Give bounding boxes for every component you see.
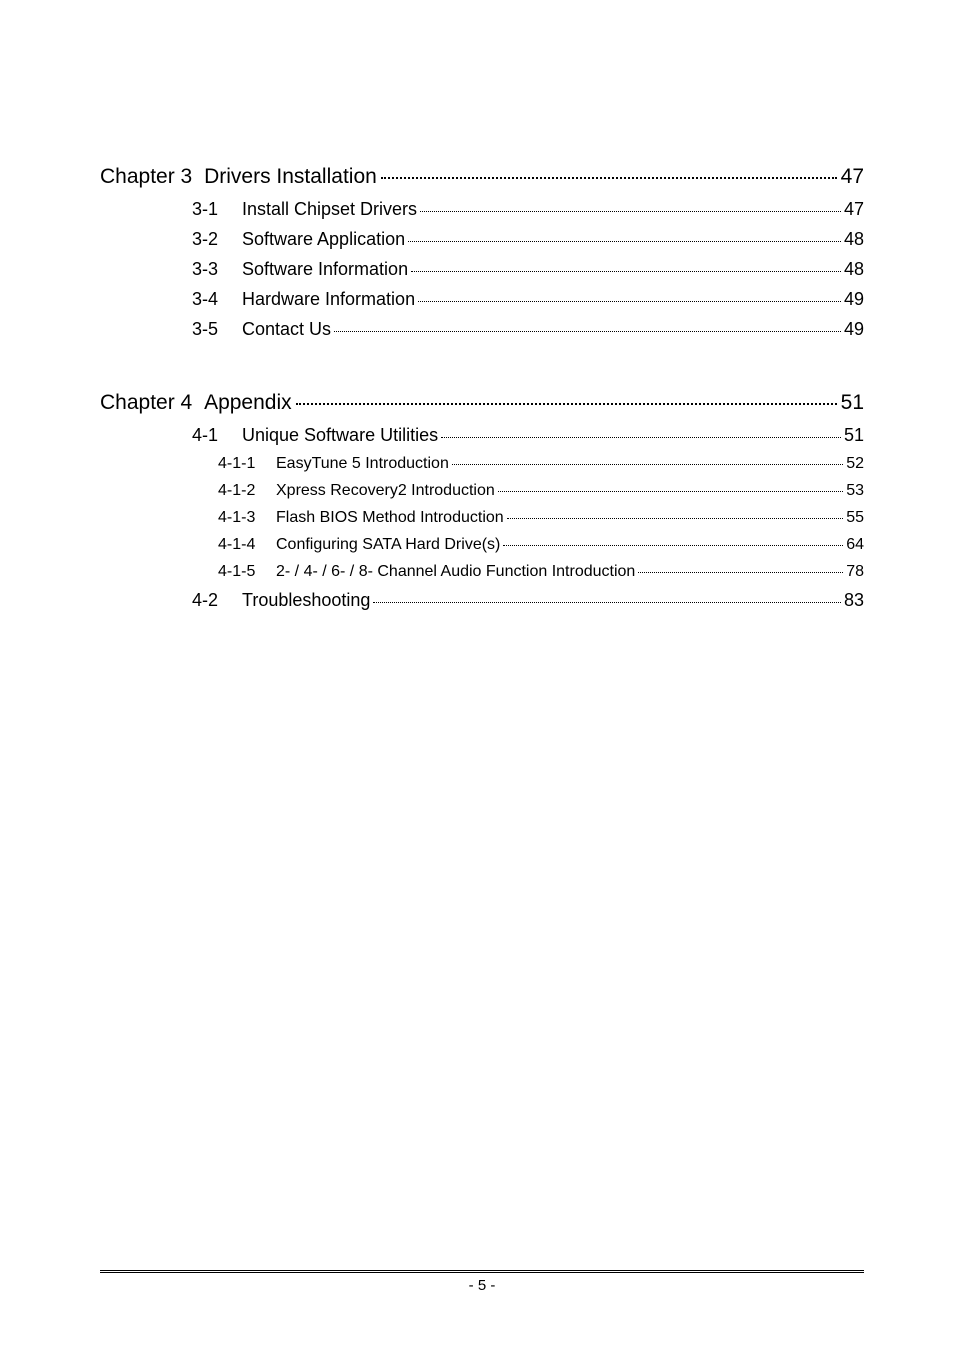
toc-leader-dots <box>503 545 843 546</box>
page-number: - 5 - <box>100 1277 864 1294</box>
toc-entry-title: Install Chipset Drivers <box>242 199 417 220</box>
toc-entry-number: 4-1-4 <box>218 536 276 554</box>
toc-entry-title: Hardware Information <box>242 289 415 310</box>
toc-page-number: 78 <box>846 563 864 581</box>
toc-leader-dots <box>408 241 841 242</box>
toc-section-line: 3-1Install Chipset Drivers 47 <box>192 199 864 220</box>
toc-entry-number: 4-2 <box>192 590 242 611</box>
toc-entry-number: 4-1-3 <box>218 509 276 527</box>
toc-section-line: 4-2Troubleshooting 83 <box>192 590 864 611</box>
toc-entry-title: 2- / 4- / 6- / 8- Channel Audio Function… <box>276 563 635 581</box>
toc-subsection-line: 4-1-2Xpress Recovery2 Introduction 53 <box>218 482 864 500</box>
footer-rule-top <box>100 1270 864 1271</box>
toc-entry-title: Unique Software Utilities <box>242 425 438 446</box>
toc-leader-dots <box>420 211 841 212</box>
toc-page-number: 83 <box>844 590 864 611</box>
toc-entry-title: Xpress Recovery2 Introduction <box>276 482 495 500</box>
toc-subsection-line: 4-1-3Flash BIOS Method Introduction 55 <box>218 509 864 527</box>
toc-leader-dots <box>452 464 843 465</box>
page-footer: - 5 - <box>100 1270 864 1294</box>
toc-entry-number: 3-3 <box>192 259 242 280</box>
toc-entry-title: Contact Us <box>242 319 331 340</box>
toc-entry-number: 4-1-1 <box>218 455 276 473</box>
document-page: Chapter 3 Drivers Installation 473-1Inst… <box>0 0 954 1352</box>
toc-entry-number: 3-1 <box>192 199 242 220</box>
toc-page-number: 52 <box>846 455 864 473</box>
toc-page-number: 55 <box>846 509 864 527</box>
toc-page-number: 51 <box>841 391 864 415</box>
toc-entry-title: EasyTune 5 Introduction <box>276 455 449 473</box>
toc-leader-dots <box>498 491 843 492</box>
toc-page-number: 53 <box>846 482 864 500</box>
toc-page-number: 49 <box>844 319 864 340</box>
toc-page-number: 48 <box>844 259 864 280</box>
toc-leader-dots <box>638 572 843 573</box>
toc-section-line: 3-5Contact Us 49 <box>192 319 864 340</box>
toc-chapter-prefix: Chapter 4 <box>100 391 192 415</box>
toc-entry-number: 3-5 <box>192 319 242 340</box>
toc-chapter-prefix: Chapter 3 <box>100 165 192 189</box>
table-of-contents: Chapter 3 Drivers Installation 473-1Inst… <box>100 165 864 611</box>
toc-subsection-line: 4-1-4Configuring SATA Hard Drive(s) 64 <box>218 536 864 554</box>
toc-leader-dots <box>418 301 841 302</box>
toc-subsection-line: 4-1-52- / 4- / 6- / 8- Channel Audio Fun… <box>218 563 864 581</box>
toc-entry-title: Troubleshooting <box>242 590 370 611</box>
toc-section-line: 3-3Software Information 48 <box>192 259 864 280</box>
footer-rule-bottom <box>100 1272 864 1273</box>
toc-chapter-line: Chapter 4 Appendix 51 <box>100 391 864 415</box>
toc-leader-dots <box>507 518 844 519</box>
toc-leader-dots <box>381 177 837 179</box>
toc-leader-dots <box>441 437 841 438</box>
toc-entry-number: 4-1-5 <box>218 563 276 581</box>
toc-page-number: 47 <box>841 165 864 189</box>
toc-section-line: 4-1Unique Software Utilities 51 <box>192 425 864 446</box>
toc-leader-dots <box>411 271 841 272</box>
toc-page-number: 51 <box>844 425 864 446</box>
toc-chapter-line: Chapter 3 Drivers Installation 47 <box>100 165 864 189</box>
toc-entry-number: 3-2 <box>192 229 242 250</box>
toc-entry-title: Configuring SATA Hard Drive(s) <box>276 536 500 554</box>
toc-chapter-gap <box>100 349 864 391</box>
toc-page-number: 64 <box>846 536 864 554</box>
toc-leader-dots <box>296 403 837 405</box>
toc-entry-title: Software Application <box>242 229 405 250</box>
toc-subsection-line: 4-1-1EasyTune 5 Introduction 52 <box>218 455 864 473</box>
toc-leader-dots <box>334 331 841 332</box>
toc-entry-number: 3-4 <box>192 289 242 310</box>
toc-page-number: 49 <box>844 289 864 310</box>
toc-section-line: 3-4Hardware Information 49 <box>192 289 864 310</box>
toc-chapter-title: Drivers Installation <box>198 165 377 189</box>
toc-entry-number: 4-1-2 <box>218 482 276 500</box>
toc-page-number: 48 <box>844 229 864 250</box>
toc-leader-dots <box>373 602 841 603</box>
toc-chapter-title: Appendix <box>198 391 291 415</box>
toc-entry-title: Software Information <box>242 259 408 280</box>
toc-section-line: 3-2Software Application 48 <box>192 229 864 250</box>
toc-page-number: 47 <box>844 199 864 220</box>
toc-entry-number: 4-1 <box>192 425 242 446</box>
toc-entry-title: Flash BIOS Method Introduction <box>276 509 504 527</box>
